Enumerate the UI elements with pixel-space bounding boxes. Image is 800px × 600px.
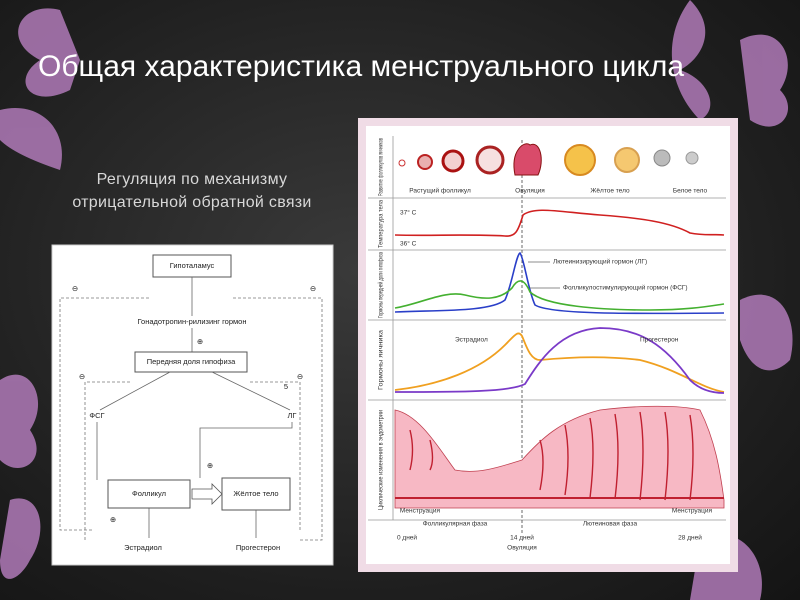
hormone-label: Фолликулостимулирующий гормон (ФСГ) xyxy=(563,284,688,292)
temperature-label: 36° С xyxy=(400,240,417,248)
day-label: 0 дней xyxy=(397,534,417,542)
node: Жёлтое тело xyxy=(233,489,278,498)
temperature-label: 37° С xyxy=(400,209,417,217)
butterfly xyxy=(18,8,80,97)
node-box xyxy=(221,477,291,511)
progesterone-curve xyxy=(394,327,725,394)
sign: ⊖ xyxy=(310,284,316,293)
hormone-label: Эстрадиол xyxy=(455,337,488,344)
butterfly xyxy=(740,294,793,371)
row-label: Циклические изменения в эндометрии xyxy=(378,410,385,510)
arrow xyxy=(99,371,291,411)
slide-title: Общая характеристика менструального цикл… xyxy=(38,50,685,83)
cycle-figure: Развитие фолликулов яичников Температура… xyxy=(358,118,738,572)
row-label: Температура тела xyxy=(378,200,385,248)
slide-subtitle: Регуляция по механизму отрицательной обр… xyxy=(72,171,312,211)
butterfly xyxy=(0,108,62,170)
arrow xyxy=(148,508,257,538)
stage-label: Растущий фолликул xyxy=(409,187,471,195)
phase-label: Менструация xyxy=(400,508,441,515)
day-label: 28 дней xyxy=(678,534,702,542)
butterfly xyxy=(671,0,711,120)
follicle-images xyxy=(398,143,699,176)
arrow xyxy=(96,422,293,480)
node: Прогестерон xyxy=(236,543,280,552)
node: ЛГ xyxy=(288,411,297,420)
sign: ⊖ xyxy=(72,284,78,293)
butterfly xyxy=(0,374,39,469)
node: Передняя доля гипофиза xyxy=(147,357,236,366)
day-label: 14 дней xyxy=(510,534,534,542)
stage-label: Белое тело xyxy=(673,188,708,195)
node: Эстрадиол xyxy=(124,543,162,552)
sign: ⊕ xyxy=(197,337,203,346)
number-label: 5 xyxy=(284,382,288,391)
follicle xyxy=(513,143,542,176)
phase-label: Лютеиновая фаза xyxy=(583,521,638,528)
hormone-label: Лютеинизирующий гормон (ЛГ) xyxy=(553,258,647,266)
corpus-luteum xyxy=(614,147,640,173)
follicle xyxy=(398,159,406,167)
estradiol-curve xyxy=(394,332,725,393)
follicle xyxy=(417,154,433,170)
feedback-line xyxy=(59,297,323,541)
fsh-curve xyxy=(394,280,725,311)
corpus-albicans xyxy=(653,149,671,167)
day-note: Овуляция xyxy=(507,545,537,552)
phase-label: Фолликулярная фаза xyxy=(423,521,488,528)
butterfly xyxy=(0,498,41,579)
node-box xyxy=(134,351,248,373)
node-box xyxy=(107,479,191,509)
follicle xyxy=(475,145,505,175)
arrow xyxy=(191,483,223,505)
row-label: Развитие фолликулов яичников xyxy=(378,138,385,196)
stage-label: Жёлтое тело xyxy=(590,188,630,195)
corpus-albicans xyxy=(685,151,699,165)
row-label: Гормоны передней доли гипофиза xyxy=(377,252,385,318)
butterfly xyxy=(740,34,789,127)
phase-label: Менструация xyxy=(672,508,713,515)
corpus-luteum xyxy=(564,144,596,176)
node: Фолликул xyxy=(132,489,166,498)
stage-label: Овуляция xyxy=(515,188,545,195)
diagram-background xyxy=(51,244,334,566)
sign: ⊖ xyxy=(297,372,303,381)
lh-curve xyxy=(394,251,725,315)
row-label: Гормоны яичника xyxy=(378,330,385,390)
sign: ⊖ xyxy=(79,372,85,381)
feedback-diagram: Гипоталамус Гонадотропин-рилизинг гормон… xyxy=(51,244,334,566)
follicle xyxy=(441,149,465,173)
node: ФСГ xyxy=(89,411,104,420)
sign: ⊕ xyxy=(207,461,213,470)
node: Гонадотропин-рилизинг гормон xyxy=(138,317,247,326)
sign: ⊕ xyxy=(110,515,116,524)
hormone-label: Прогестерон xyxy=(640,337,679,344)
temperature-curve xyxy=(394,209,725,237)
node: Гипоталамус xyxy=(170,261,215,270)
glands xyxy=(409,411,694,501)
